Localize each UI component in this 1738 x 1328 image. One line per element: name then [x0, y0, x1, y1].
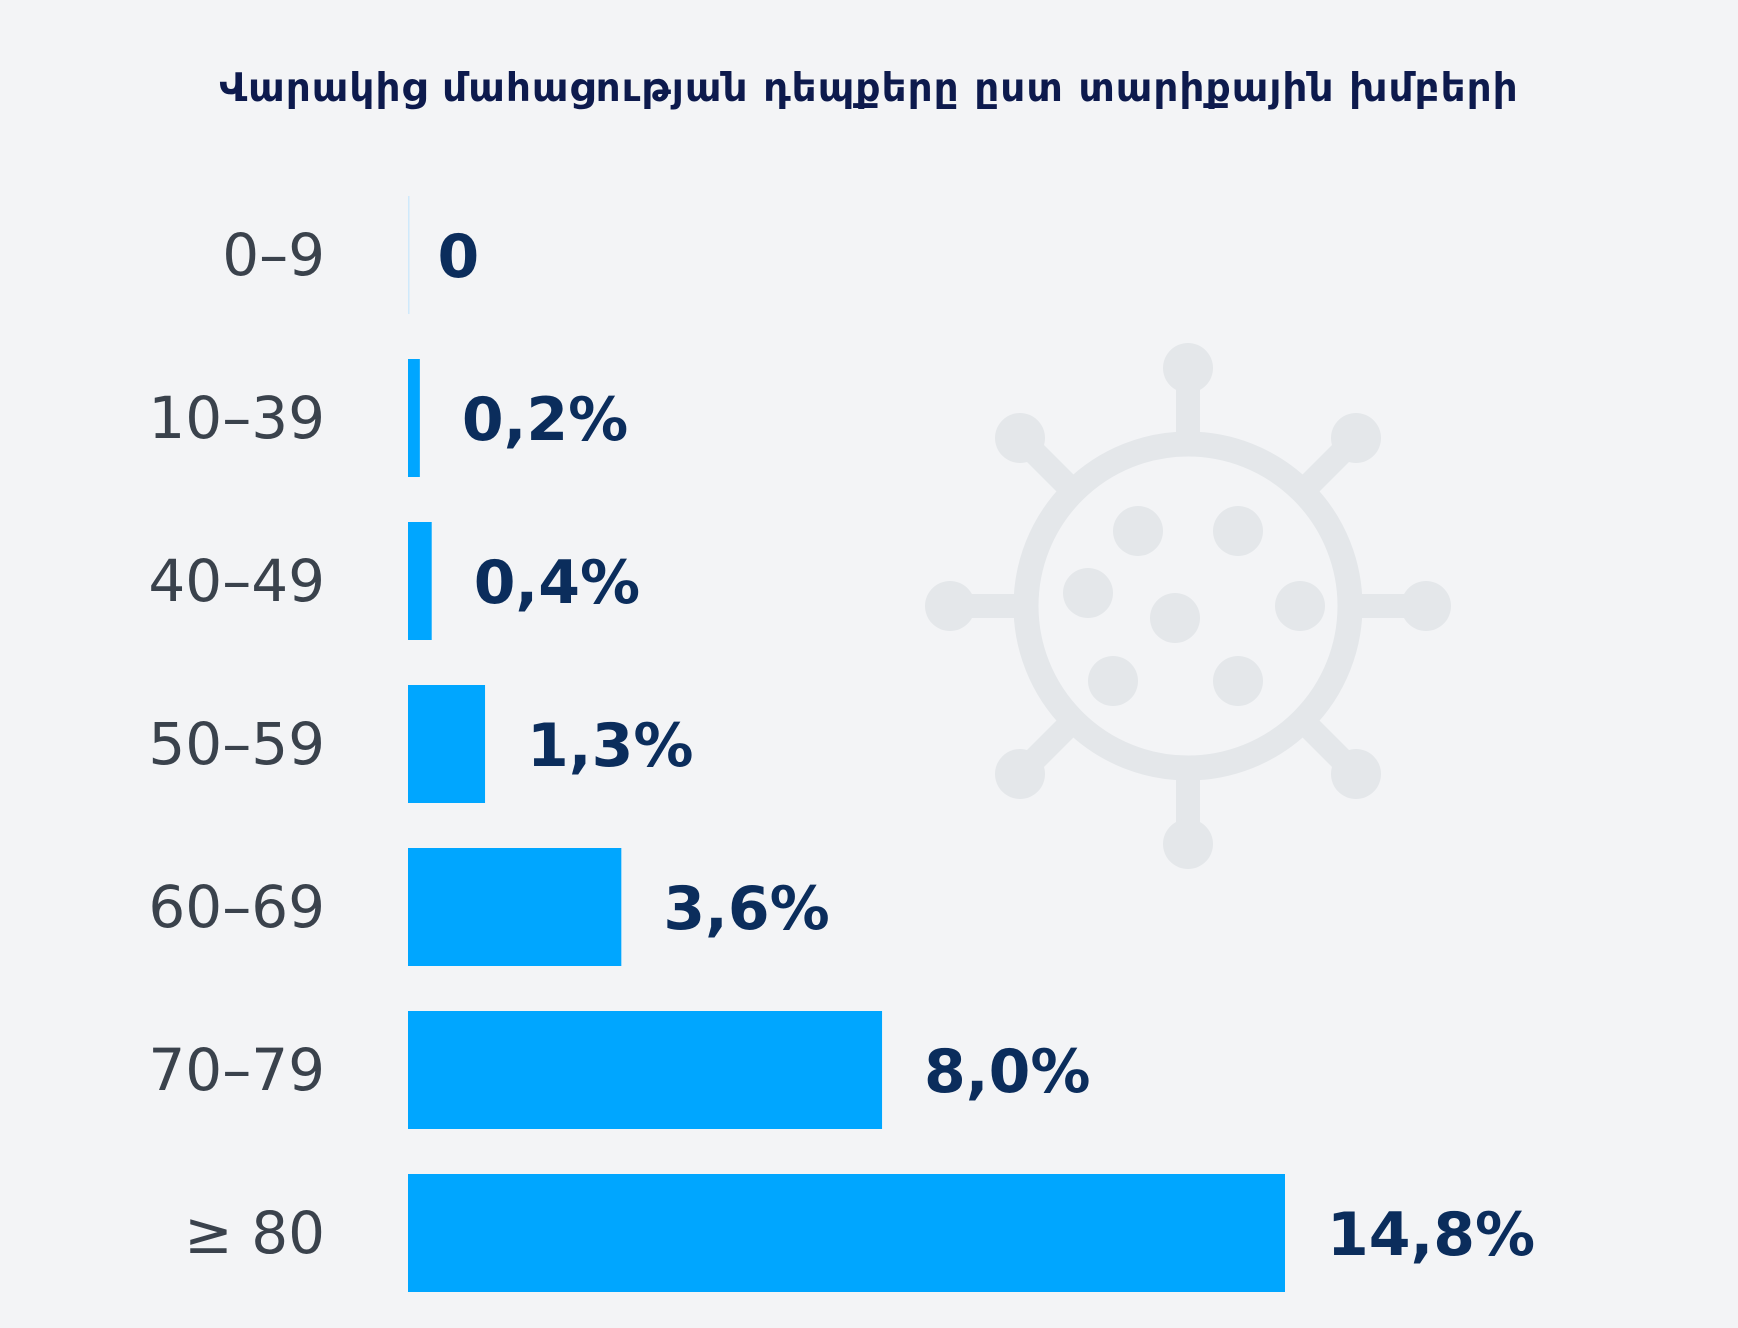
- bar: [408, 1174, 1285, 1292]
- category-label: 60–69: [148, 873, 325, 941]
- chart-title: Վարակից մահացության դեպքերը ըստ տարիքայի…: [219, 66, 1519, 111]
- category-label: 10–39: [148, 384, 325, 452]
- bar: [408, 685, 486, 803]
- bar: [408, 359, 420, 477]
- bar: [408, 522, 432, 640]
- category-label: 0–9: [222, 221, 325, 289]
- bar: [408, 196, 410, 314]
- category-label: 50–59: [148, 710, 325, 778]
- bar: [408, 1011, 883, 1129]
- bars-layer: 0–9 0 10–39 0,2% 40–49 0,4% 50–59 1,3% 60–69 3,6%…: [148, 196, 1535, 1292]
- value-label: 3,6%: [663, 874, 829, 944]
- virus-icon: [925, 343, 1451, 869]
- value-label: 0,2%: [462, 385, 628, 455]
- value-label: 14,8%: [1327, 1200, 1535, 1270]
- value-label: 1,3%: [527, 711, 693, 781]
- category-label: 40–49: [148, 547, 325, 615]
- value-label: 0,4%: [474, 548, 640, 618]
- bar: [408, 848, 622, 966]
- value-label: 8,0%: [924, 1037, 1090, 1107]
- value-label: 0: [438, 222, 480, 292]
- category-label: 70–79: [148, 1036, 325, 1104]
- category-label: ≥ 80: [184, 1199, 325, 1267]
